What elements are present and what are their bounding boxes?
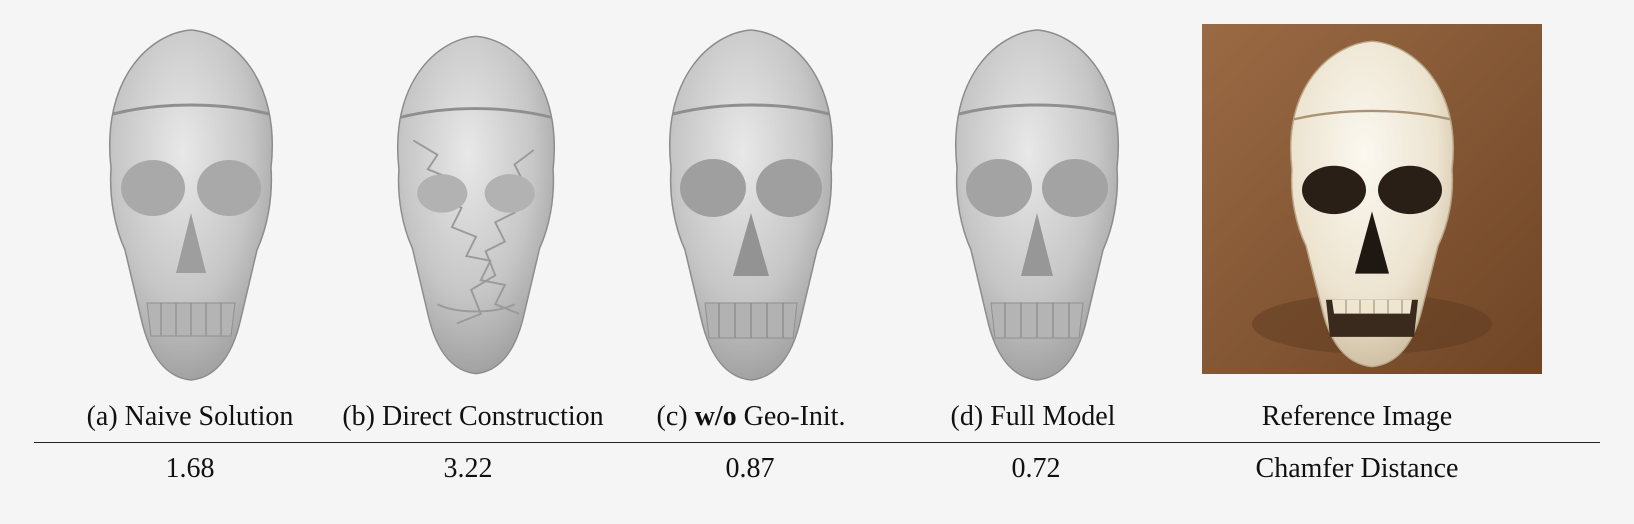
caption-label: (d) [950, 401, 991, 432]
skull-mesh-image [954, 29, 1120, 381]
metric-label-chamfer-distance: Chamfer Distance [1255, 453, 1459, 484]
caption-label: Naive Solution [124, 401, 294, 432]
metric-without-geo-init: 0.87 [725, 453, 775, 484]
reference-photo [1202, 24, 1542, 374]
panel-without-geo-init [640, 18, 862, 390]
panel-full-model [926, 18, 1148, 390]
skull-mesh-image [108, 29, 274, 381]
reference-skull-photo [1202, 24, 1542, 374]
caption-reference-image: Reference Image [1222, 400, 1492, 434]
caption-label: (c) [656, 401, 695, 432]
metric-direct-construction: 3.22 [443, 453, 493, 484]
metric-full-model: 0.72 [1011, 453, 1061, 484]
caption-bold-label: w/o [694, 401, 737, 432]
caption-full-model: (d) Full Model [918, 400, 1148, 434]
caption-naive-solution: (a) Naive Solution [60, 400, 320, 434]
panel-direct-construction [370, 18, 582, 390]
panel-naive-solution [80, 18, 302, 390]
caption-label: (a) [86, 401, 125, 432]
caption-direct-construction: (b) Direct Construction [328, 400, 618, 434]
skull-mesh-image [668, 29, 834, 381]
skull-mesh-image [396, 35, 556, 375]
caption-label: Reference Image [1261, 401, 1453, 432]
table-rule [34, 442, 1600, 443]
caption-label: Full Model [990, 401, 1116, 432]
caption-label: Geo-Init. [736, 401, 846, 432]
caption-without-geo-init: (c) w/o Geo-Init. [636, 400, 866, 434]
caption-label: Direct Construction [382, 401, 604, 432]
caption-label: (b) [342, 401, 383, 432]
metric-naive-solution: 1.68 [165, 453, 215, 484]
